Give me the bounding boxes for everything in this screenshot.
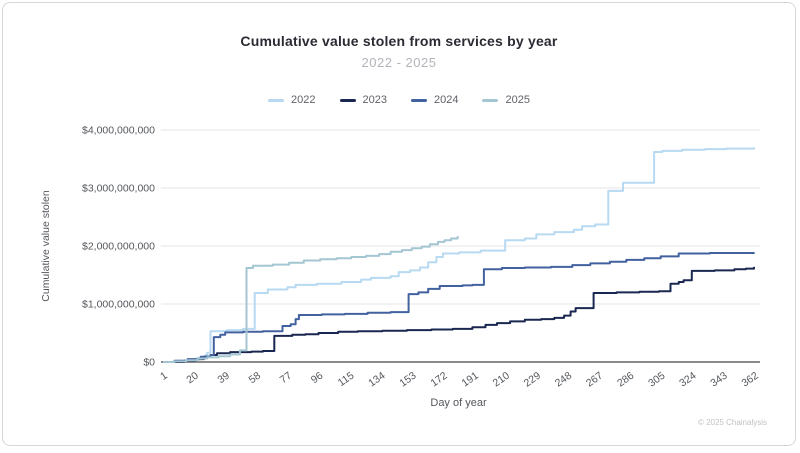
- x-tick-label: 153: [397, 370, 418, 390]
- x-tick-label: 39: [215, 370, 232, 387]
- x-tick-label: 324: [677, 370, 698, 390]
- legend-label: 2024: [434, 94, 459, 106]
- x-tick-label: 248: [553, 370, 574, 390]
- chart-canvas[interactable]: $0 $1,000,000,000 $2,000,000,000 $3,000,000…: [3, 3, 800, 453]
- x-axis-title: Day of year: [430, 397, 487, 409]
- x-tick-label: 134: [366, 370, 387, 390]
- x-tick-label: 58: [247, 370, 264, 387]
- chart-card: Cumulative value stolen from services by…: [2, 2, 796, 446]
- chart-subtitle: 2022 - 2025: [361, 55, 437, 70]
- x-tick-label: 191: [460, 370, 481, 390]
- x-tick-label: 286: [615, 370, 636, 390]
- x-tick-label: 267: [584, 370, 605, 390]
- chart-title: Cumulative value stolen from services by…: [240, 33, 558, 49]
- x-tick-label: 20: [184, 370, 201, 387]
- legend-swatch-icon: [411, 98, 427, 102]
- legend-swatch-icon: [268, 98, 285, 102]
- x-tick-label: 115: [336, 370, 357, 390]
- series-line-2022[interactable]: [163, 147, 755, 363]
- legend-swatch-icon: [482, 98, 499, 102]
- y-tick-label: $4,000,000,000: [82, 125, 155, 137]
- legend-item-2022[interactable]: 2022: [268, 94, 316, 106]
- y-tick-label: $2,000,000,000: [82, 241, 155, 253]
- x-tick-label: 96: [309, 370, 326, 387]
- y-tick-label: $0: [143, 357, 155, 369]
- series-line-2023[interactable]: [163, 266, 755, 363]
- legend-label: 2025: [505, 94, 530, 106]
- series-line-2025[interactable]: [163, 236, 459, 363]
- legend-label: 2023: [362, 94, 387, 106]
- legend-item-2024[interactable]: 2024: [411, 94, 458, 106]
- x-tick-label: 362: [739, 370, 760, 390]
- x-tick-label: 1: [158, 370, 170, 383]
- x-tick-label: 343: [708, 370, 729, 390]
- y-tick-label: $3,000,000,000: [82, 183, 155, 195]
- legend-label: 2022: [291, 94, 316, 106]
- x-tick-label: 172: [428, 370, 449, 390]
- x-tick-label: 77: [278, 370, 295, 387]
- legend-item-2023[interactable]: 2023: [339, 94, 387, 106]
- legend: 2022 2023 2024 2025: [3, 94, 795, 106]
- x-tick-label: 229: [522, 370, 543, 390]
- copyright: © 2025 Chainalysis: [697, 418, 767, 427]
- y-axis-title: Cumulative value stolen: [40, 190, 52, 302]
- legend-swatch-icon: [339, 98, 356, 102]
- x-tick-label: 210: [491, 370, 512, 390]
- x-tick-label: 305: [646, 370, 667, 390]
- series-line-2024[interactable]: [163, 252, 755, 363]
- y-tick-label: $1,000,000,000: [82, 299, 155, 311]
- legend-item-2025[interactable]: 2025: [482, 94, 530, 106]
